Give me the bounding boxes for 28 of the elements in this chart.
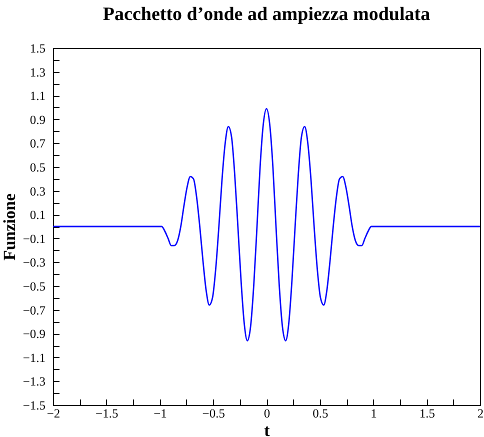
x-tick-label: 0.5	[312, 406, 328, 420]
y-tick-label: −1.1	[22, 350, 46, 365]
y-tick-label: 1.3	[30, 65, 46, 80]
x-tick-label: 0	[264, 406, 270, 420]
y-axis-title: Funzione	[0, 193, 19, 261]
x-tick-label: 2	[477, 406, 484, 420]
x-tick-label: −1.5	[96, 406, 118, 420]
y-tick-label: 1.1	[30, 89, 46, 104]
line-series	[53, 108, 480, 342]
x-tick-label: 1.5	[419, 406, 435, 420]
y-tick-label: −0.7	[22, 303, 46, 318]
x-tick-label: −2	[46, 406, 60, 420]
y-tick-label: 0.3	[30, 184, 46, 198]
x-axis-title: t	[264, 421, 270, 437]
y-tick-label: −0.9	[22, 327, 46, 342]
y-tick-label: 1.5	[30, 42, 46, 56]
x-tick-label: −1	[154, 406, 167, 420]
y-tick-label: −0.1	[22, 232, 46, 246]
x-tick-label: 1	[370, 406, 377, 420]
y-tick-label: −1.3	[22, 374, 46, 389]
y-tick-label: −0.3	[22, 256, 46, 270]
y-tick-label: 0.9	[30, 112, 46, 127]
y-tick-label: 0.1	[30, 208, 46, 222]
x-tick-label: −0.5	[202, 406, 225, 420]
chart-title: Pacchetto d’onde ad ampiezza modulata	[102, 4, 431, 25]
y-tick-label: 0.7	[30, 136, 46, 151]
y-tick-label: −0.5	[22, 280, 46, 294]
y-tick-label: 0.5	[30, 160, 46, 174]
